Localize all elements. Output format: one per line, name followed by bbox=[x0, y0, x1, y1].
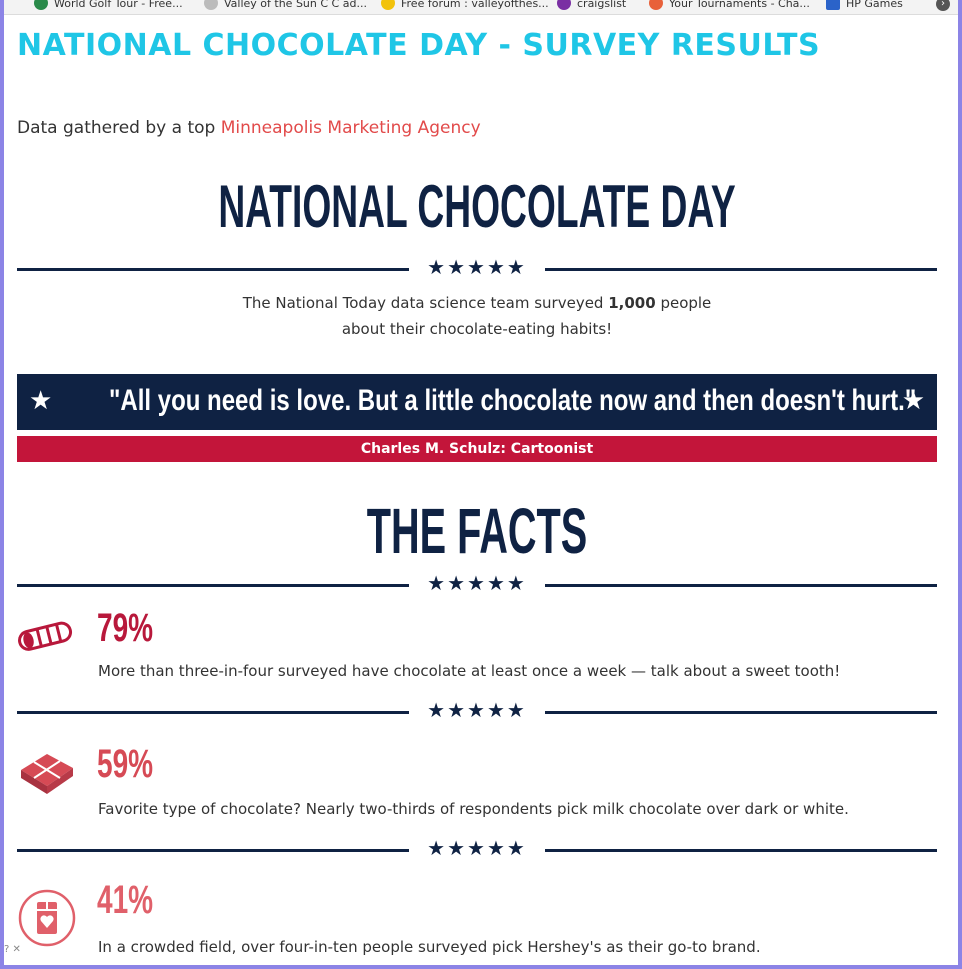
divider-line bbox=[545, 268, 937, 271]
bookmark-item[interactable]: World Golf Tour - Free... bbox=[34, 0, 183, 10]
chrome-icon bbox=[649, 0, 663, 10]
chevron-right-icon[interactable]: › bbox=[936, 0, 950, 11]
browser-viewport: World Golf Tour - Free... Valley of the … bbox=[4, 0, 958, 965]
bookmark-item[interactable]: Your Tournaments - Cha... bbox=[649, 0, 810, 10]
stars-icon: ★★★★★ bbox=[427, 571, 527, 595]
intro-line1-pre: The National Today data science team sur… bbox=[242, 294, 609, 312]
fact-description: In a crowded field, over four-in-ten peo… bbox=[98, 938, 761, 956]
divider-line bbox=[17, 711, 409, 714]
help-icon[interactable]: ? bbox=[4, 944, 10, 955]
facts-heading: THE FACTS bbox=[366, 495, 588, 567]
chocolate-roll-icon bbox=[18, 621, 73, 651]
quote-banner: ★ "All you need is love. But a little ch… bbox=[17, 374, 937, 430]
globe-icon bbox=[204, 0, 218, 10]
fact-item: 79% More than three-in-four surveyed hav… bbox=[17, 606, 937, 686]
fact-item: 41% In a crowded field, over four-in-ten… bbox=[17, 878, 937, 965]
quote-text: "All you need is love. But a little choc… bbox=[109, 384, 917, 417]
divider-line bbox=[17, 268, 409, 271]
fact-item: 59% Favorite type of chocolate? Nearly t… bbox=[17, 742, 937, 826]
intro-line2: about their chocolate-eating habits! bbox=[341, 320, 613, 338]
bookmark-label: Valley of the Sun C C ad... bbox=[224, 0, 367, 10]
bookmarks-bar: World Golf Tour - Free... Valley of the … bbox=[4, 0, 958, 15]
divider-line bbox=[545, 849, 937, 852]
survey-count: 1,000 bbox=[608, 294, 656, 312]
star-divider: ★★★★★ bbox=[17, 571, 937, 596]
bookmark-label: craigslist bbox=[577, 0, 627, 10]
stars-icon: ★★★★★ bbox=[427, 698, 527, 722]
bookmark-label: HP Games bbox=[846, 0, 903, 10]
star-divider: ★★★★★ bbox=[17, 255, 937, 280]
bookmark-label: Your Tournaments - Cha... bbox=[669, 0, 810, 10]
fact-description: More than three-in-four surveyed have ch… bbox=[98, 662, 841, 680]
stars-icon: ★★★★★ bbox=[427, 836, 527, 860]
stars-icon: ★★★★★ bbox=[427, 255, 527, 279]
hp-icon bbox=[826, 0, 840, 10]
bookmark-label: World Golf Tour - Free... bbox=[54, 0, 183, 10]
survey-title: NATIONAL CHOCOLATE DAY - SURVEY RESULTS bbox=[17, 28, 821, 63]
divider-line bbox=[545, 584, 937, 587]
bookmark-label: Free forum : valleyofthes... bbox=[401, 0, 549, 10]
status-icons: ? ✕ bbox=[4, 944, 21, 955]
intro-line1-post: people bbox=[655, 294, 712, 312]
quote-author: Charles M. Schulz: Cartoonist bbox=[17, 436, 937, 462]
divider-line bbox=[17, 849, 409, 852]
divider-line bbox=[17, 584, 409, 587]
intro-text: The National Today data science team sur… bbox=[17, 290, 937, 342]
bookmark-item[interactable]: HP Games bbox=[826, 0, 903, 10]
agency-link[interactable]: Minneapolis Marketing Agency bbox=[220, 118, 481, 138]
star-icon: ★ bbox=[29, 386, 53, 416]
bookmark-item[interactable]: craigslist bbox=[557, 0, 626, 10]
close-icon[interactable]: ✕ bbox=[12, 944, 21, 955]
fact-percent: 79% bbox=[97, 606, 154, 650]
heart-chocolate-icon bbox=[18, 889, 76, 947]
fact-percent: 41% bbox=[97, 878, 154, 922]
subline: Data gathered by a top Minneapolis Marke… bbox=[17, 118, 481, 138]
bookmark-item[interactable]: Free forum : valleyofthes... bbox=[381, 0, 549, 10]
star-icon: ★ bbox=[901, 386, 925, 416]
fact-description: Favorite type of chocolate? Nearly two-t… bbox=[98, 800, 849, 818]
divider-line bbox=[545, 711, 937, 714]
bookmark-item[interactable]: Valley of the Sun C C ad... bbox=[204, 0, 367, 10]
golf-icon bbox=[34, 0, 48, 10]
subline-text: Data gathered by a top bbox=[17, 118, 221, 138]
star-divider: ★★★★★ bbox=[17, 836, 937, 861]
chocolate-bar-icon bbox=[21, 754, 73, 794]
star-divider: ★★★★★ bbox=[17, 698, 937, 723]
smiley-icon bbox=[381, 0, 395, 10]
fact-percent: 59% bbox=[97, 742, 154, 786]
peace-icon bbox=[557, 0, 571, 10]
main-heading: NATIONAL CHOCOLATE DAY bbox=[218, 173, 736, 240]
